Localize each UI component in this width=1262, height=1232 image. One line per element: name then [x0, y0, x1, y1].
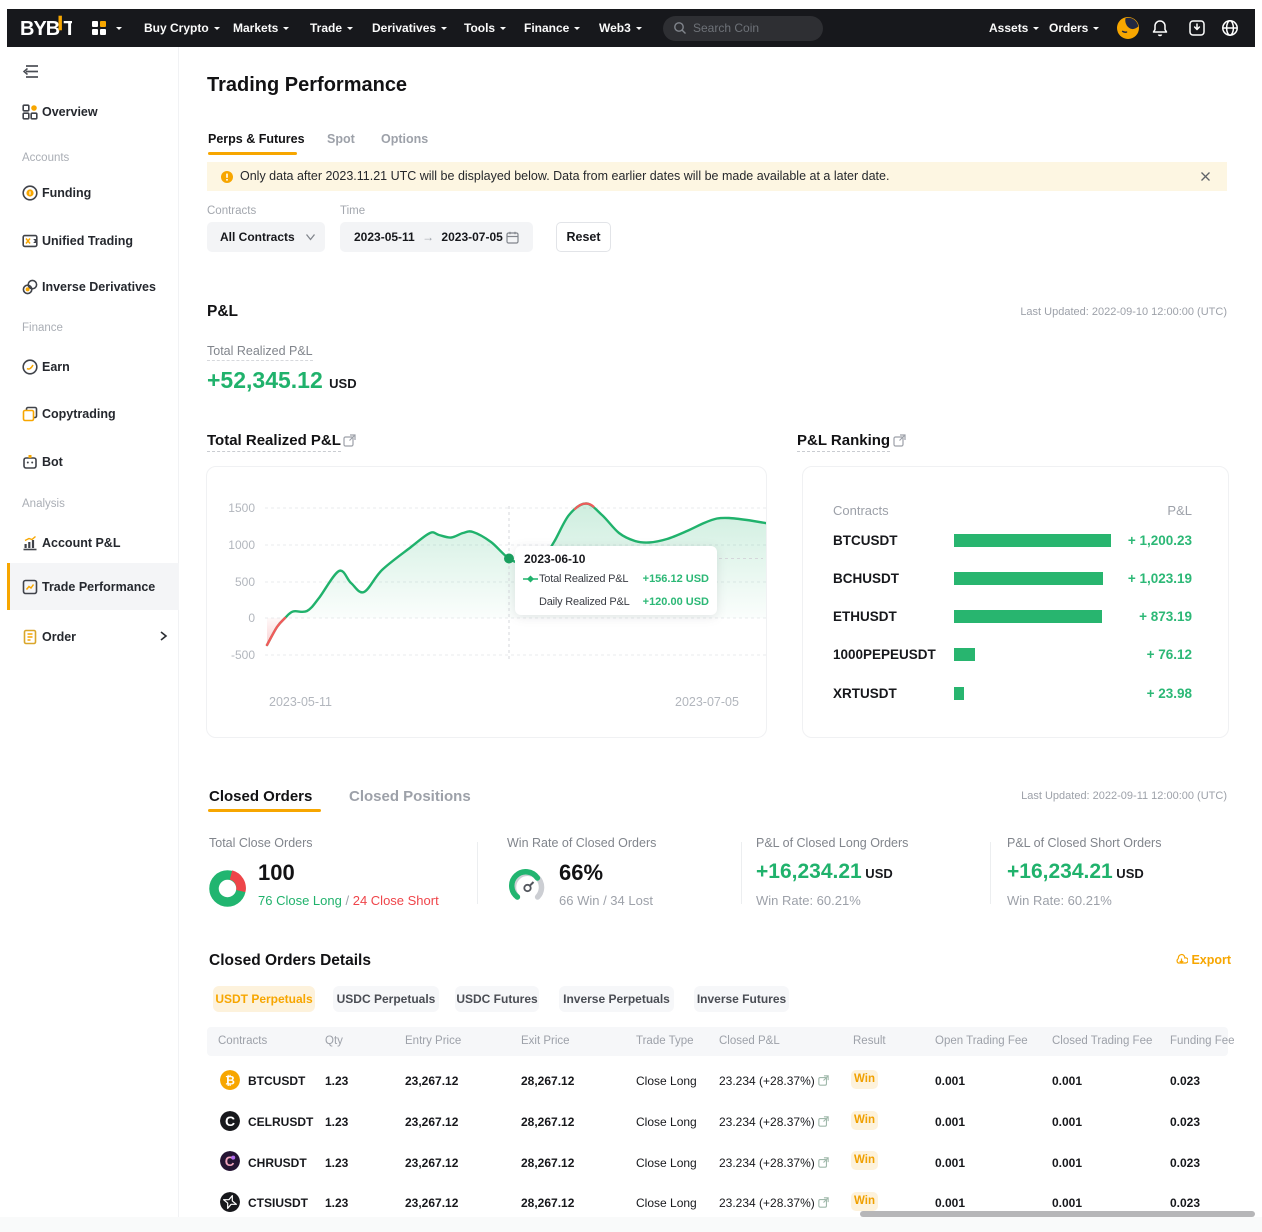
- svg-text:₿: ₿: [225, 1074, 235, 1088]
- svg-text:500: 500: [235, 575, 255, 589]
- svg-text:1500: 1500: [228, 501, 255, 515]
- svg-text:2023-05-11: 2023-05-11: [269, 695, 332, 709]
- svg-text:-500: -500: [231, 648, 255, 662]
- svg-text:1000: 1000: [228, 538, 255, 552]
- svg-text:T: T: [63, 18, 72, 38]
- svg-text:C: C: [225, 1154, 235, 1169]
- svg-text:BYB: BYB: [20, 18, 60, 38]
- svg-text:2023-07-05: 2023-07-05: [675, 695, 739, 709]
- svg-text:C: C: [225, 1113, 235, 1129]
- svg-text:0: 0: [248, 611, 255, 625]
